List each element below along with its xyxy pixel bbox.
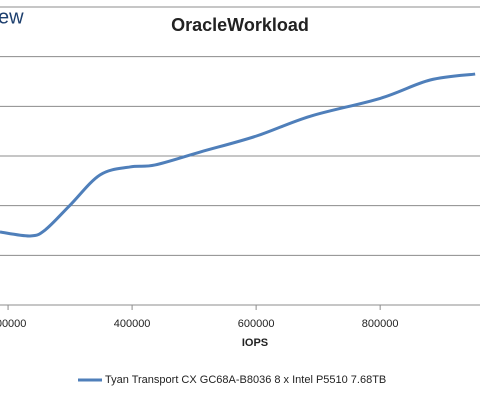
x-axis-label: IOPS [242, 337, 268, 349]
x-tick-label: 200000 [0, 318, 26, 330]
x-tick-label: 800000 [362, 318, 399, 330]
x-tick-label: 600000 [238, 318, 275, 330]
x-tick-label: 400000 [114, 318, 151, 330]
legend-label: Tyan Transport CX GC68A-B8036 8 x Intel … [105, 374, 386, 386]
chart-title: OracleWorkload [171, 15, 309, 35]
brand-logo: ew [0, 6, 24, 28]
series-line [0, 72, 476, 238]
